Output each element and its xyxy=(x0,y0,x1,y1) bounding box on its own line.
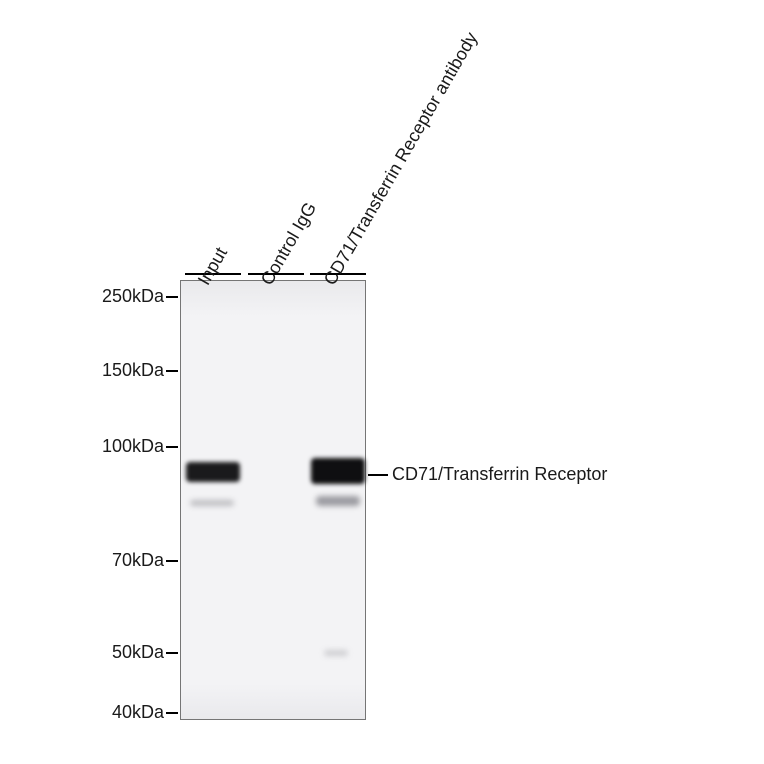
target-band-label: CD71/Transferrin Receptor xyxy=(392,464,607,485)
mw-tick-100kDa xyxy=(166,446,178,448)
mw-label-100kDa: 100kDa xyxy=(0,436,164,457)
mw-tick-150kDa xyxy=(166,370,178,372)
band-input-1 xyxy=(190,500,234,506)
mw-tick-70kDa xyxy=(166,560,178,562)
mw-label-150kDa: 150kDa xyxy=(0,360,164,381)
mw-tick-50kDa xyxy=(166,652,178,654)
target-band-label-text: CD71/Transferrin Receptor xyxy=(392,464,607,484)
lane-label-antibody: CD71/Transferrin Receptor antibody xyxy=(320,29,482,289)
lane-label-control-igg: Control IgG xyxy=(257,199,321,289)
mw-label-250kDa: 250kDa xyxy=(0,286,164,307)
mw-label-70kDa: 70kDa xyxy=(0,550,164,571)
mw-tick-40kDa xyxy=(166,712,178,714)
mw-label-50kDa: 50kDa xyxy=(0,642,164,663)
band-antibody-2 xyxy=(311,458,365,484)
mw-label-40kDa: 40kDa xyxy=(0,702,164,723)
mw-tick-250kDa xyxy=(166,296,178,298)
band-antibody-3 xyxy=(316,496,360,506)
band-input-0 xyxy=(186,462,240,482)
western-blot-figure: InputControl IgGCD71/Transferrin Recepto… xyxy=(0,0,764,764)
band-antibody-4 xyxy=(324,650,348,656)
target-band-tick xyxy=(368,474,388,476)
